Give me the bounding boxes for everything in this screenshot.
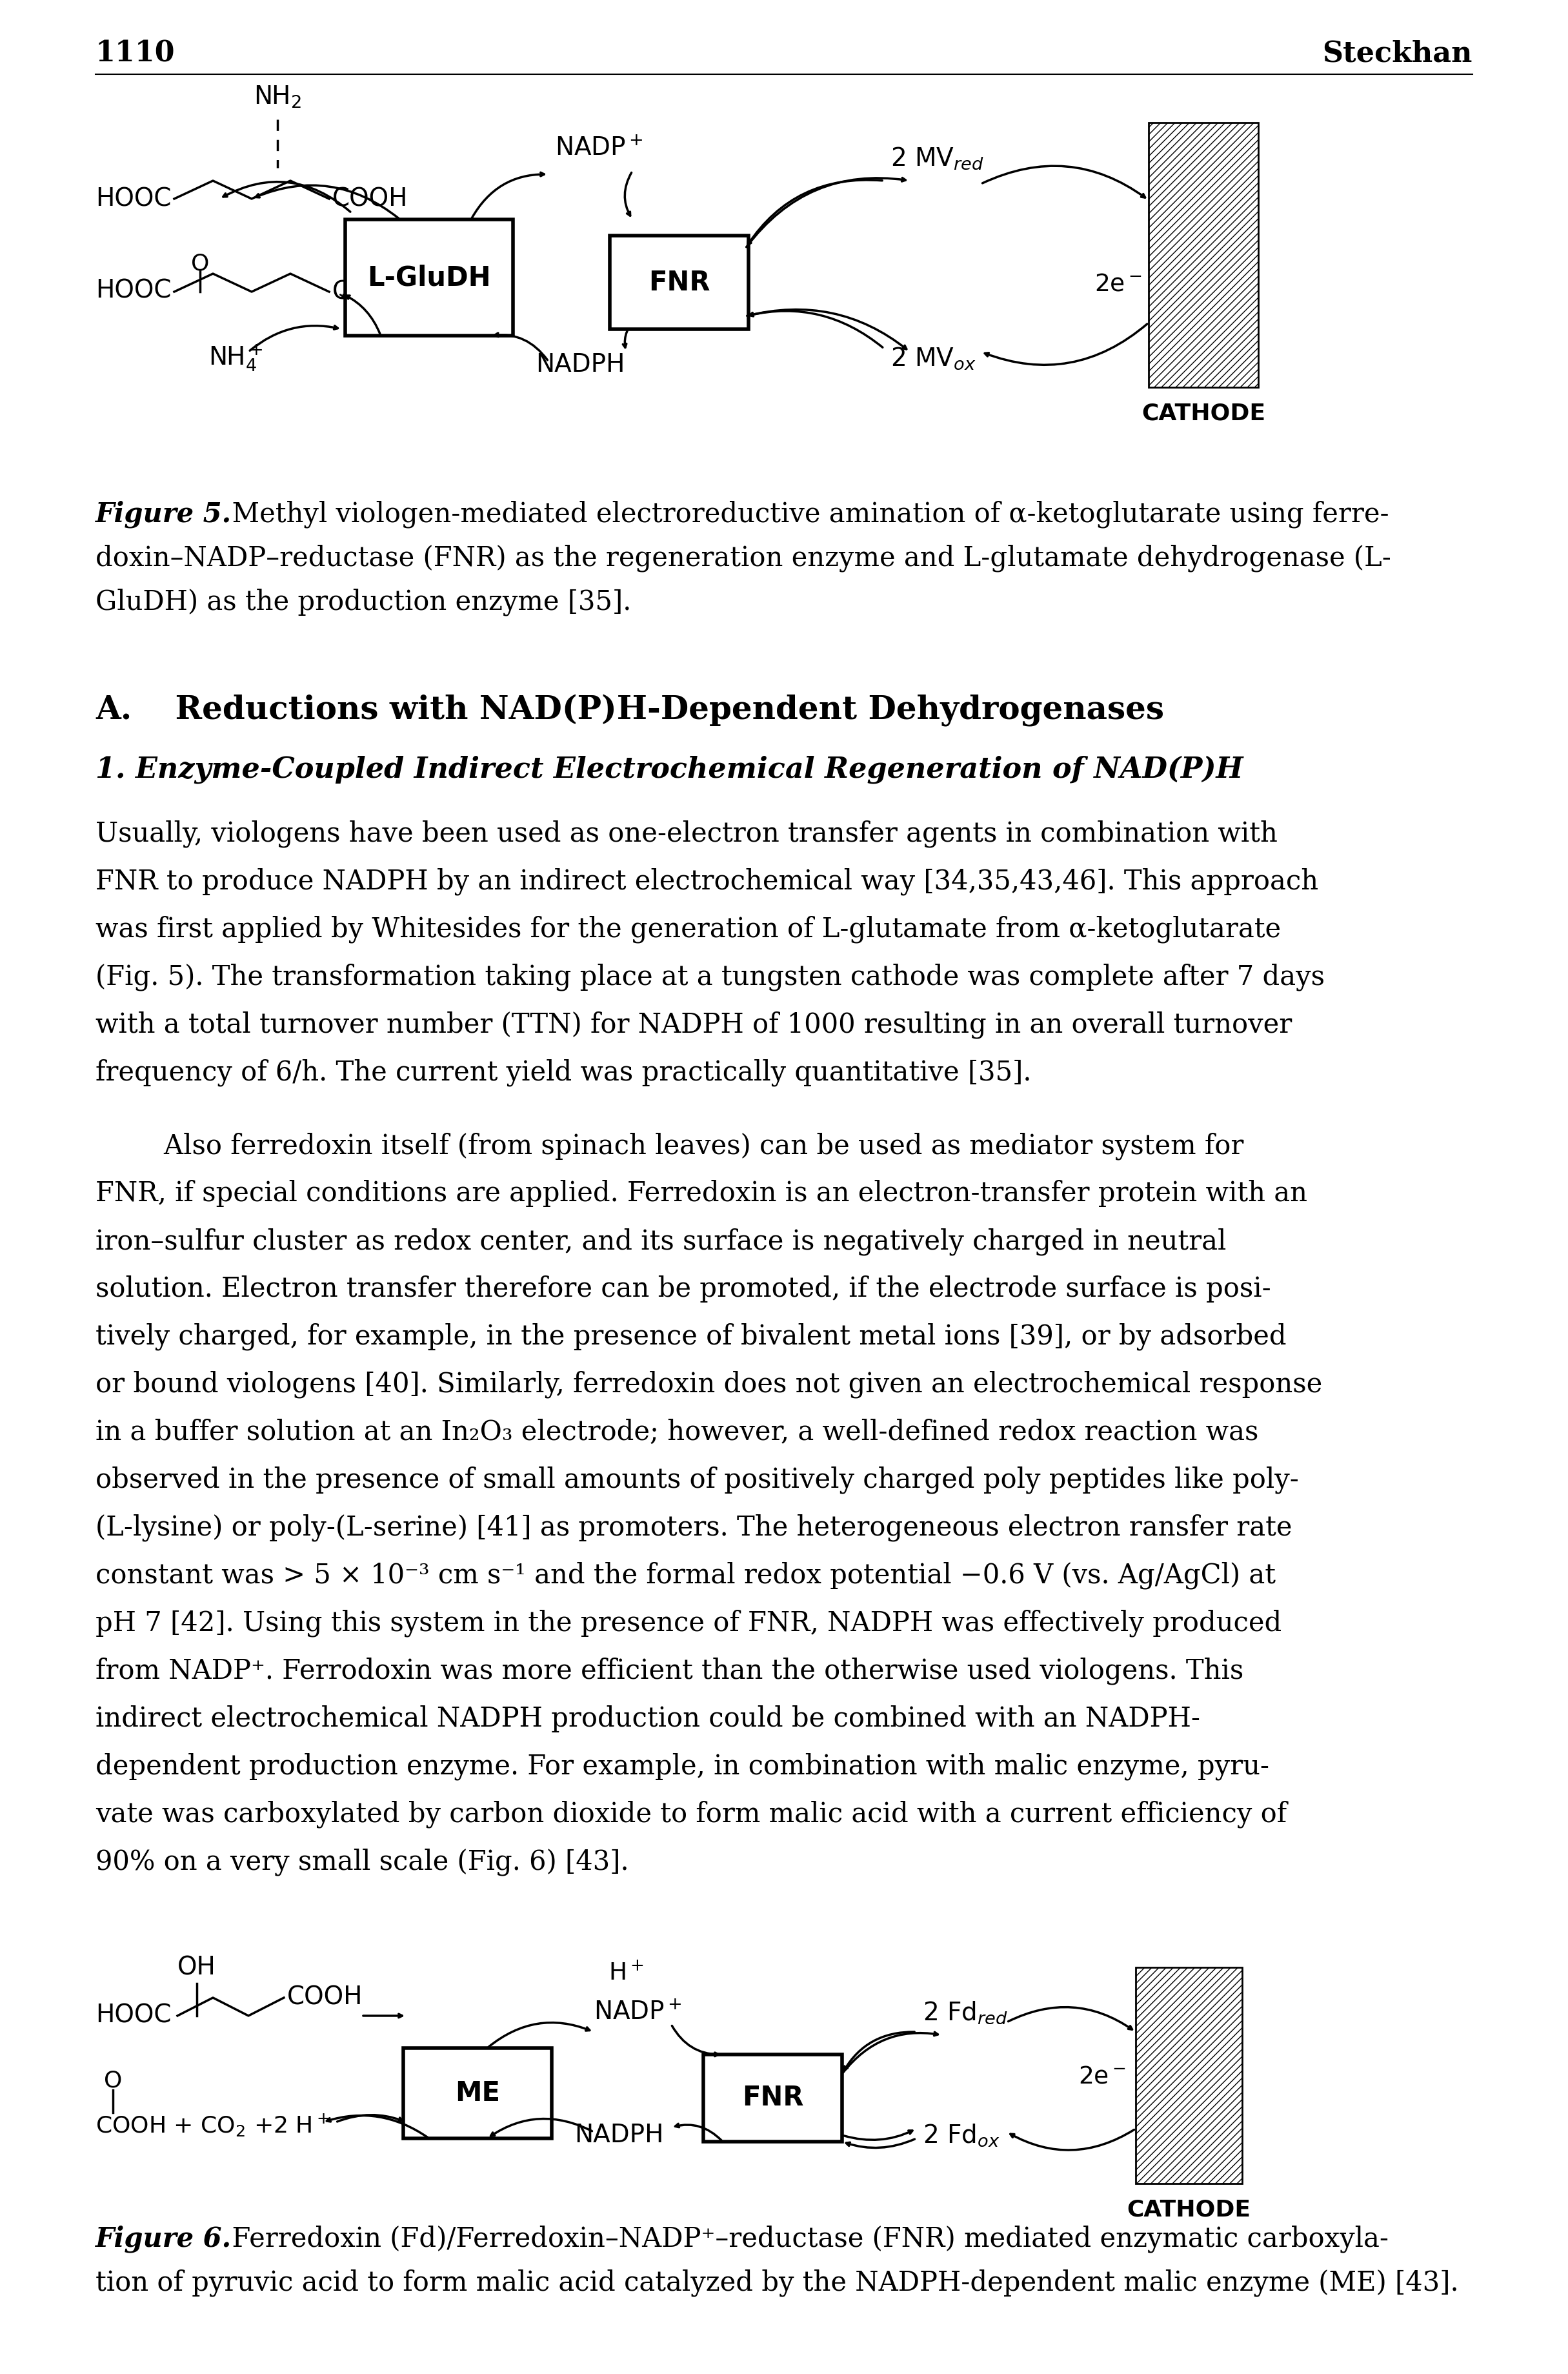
Text: NADP$^+$: NADP$^+$ bbox=[555, 135, 643, 161]
Text: 90% on a very small scale (Fig. 6) [43].: 90% on a very small scale (Fig. 6) [43]. bbox=[96, 1849, 629, 1875]
Text: NH$_4^+$: NH$_4^+$ bbox=[209, 344, 263, 373]
FancyBboxPatch shape bbox=[403, 2049, 552, 2139]
Text: L-GluDH: L-GluDH bbox=[367, 264, 491, 292]
Text: A.  Reductions with NAD(P)H-Dependent Dehydrogenases: A. Reductions with NAD(P)H-Dependent Deh… bbox=[96, 693, 1163, 726]
Text: NH$_2$: NH$_2$ bbox=[254, 85, 301, 109]
Text: CATHODE: CATHODE bbox=[1142, 401, 1265, 425]
Text: dependent production enzyme. For example, in combination with malic enzyme, pyru: dependent production enzyme. For example… bbox=[96, 1752, 1269, 1780]
Text: GluDH) as the production enzyme [35].: GluDH) as the production enzyme [35]. bbox=[96, 589, 632, 615]
Text: frequency of 6/h. The current yield was practically quantitative [35].: frequency of 6/h. The current yield was … bbox=[96, 1059, 1032, 1085]
Text: 2 Fd$_{ox}$: 2 Fd$_{ox}$ bbox=[922, 2122, 1000, 2148]
Text: NADP$^+$: NADP$^+$ bbox=[594, 2001, 682, 2025]
Text: HOOC: HOOC bbox=[96, 278, 171, 304]
Text: COOH: COOH bbox=[332, 280, 408, 304]
Text: H$^+$: H$^+$ bbox=[608, 1963, 643, 1985]
Text: HOOC: HOOC bbox=[96, 188, 171, 211]
Bar bbox=[1149, 123, 1258, 387]
Text: tively charged, for example, in the presence of bivalent metal ions [39], or by : tively charged, for example, in the pres… bbox=[96, 1322, 1286, 1351]
Text: 1110: 1110 bbox=[96, 40, 176, 66]
Text: O: O bbox=[103, 2070, 122, 2091]
Text: NADPH: NADPH bbox=[574, 2122, 663, 2148]
Text: ME: ME bbox=[455, 2080, 500, 2106]
Text: (Fig. 5). The transformation taking place at a tungsten cathode was complete aft: (Fig. 5). The transformation taking plac… bbox=[96, 964, 1325, 990]
Text: 2e$^-$: 2e$^-$ bbox=[1094, 273, 1142, 297]
Text: (L-lysine) or poly-(L-serine) [41] as promoters. The heterogeneous electron rans: (L-lysine) or poly-(L-serine) [41] as pr… bbox=[96, 1515, 1292, 1541]
Text: Figure 5.: Figure 5. bbox=[96, 501, 232, 527]
Bar bbox=[1135, 1968, 1242, 2184]
Text: vate was carboxylated by carbon dioxide to form malic acid with a current effici: vate was carboxylated by carbon dioxide … bbox=[96, 1802, 1287, 1828]
Text: O: O bbox=[191, 252, 209, 275]
Text: 2 MV$_{ox}$: 2 MV$_{ox}$ bbox=[891, 347, 975, 370]
Text: COOH + CO$_2$ +2 H$^+$: COOH + CO$_2$ +2 H$^+$ bbox=[96, 2113, 329, 2139]
Text: indirect electrochemical NADPH production could be combined with an NADPH-: indirect electrochemical NADPH productio… bbox=[96, 1705, 1200, 1733]
FancyBboxPatch shape bbox=[704, 2054, 842, 2141]
Text: FNR: FNR bbox=[742, 2084, 803, 2110]
Text: Methyl viologen-mediated electroreductive amination of α-ketoglutarate using fer: Methyl viologen-mediated electroreductiv… bbox=[215, 501, 1389, 527]
Text: solution. Electron transfer therefore can be promoted, if the electrode surface : solution. Electron transfer therefore ca… bbox=[96, 1275, 1272, 1303]
Text: in a buffer solution at an In₂O₃ electrode; however, a well-defined redox reacti: in a buffer solution at an In₂O₃ electro… bbox=[96, 1420, 1259, 1446]
Text: was first applied by Whitesides for the generation of L-glutamate from α-ketoglu: was first applied by Whitesides for the … bbox=[96, 916, 1281, 942]
Text: Ferredoxin (Fd)/Ferredoxin–NADP⁺–reductase (FNR) mediated enzymatic carboxyla-: Ferredoxin (Fd)/Ferredoxin–NADP⁺–reducta… bbox=[215, 2224, 1389, 2253]
Text: 2e$^-$: 2e$^-$ bbox=[1079, 2065, 1126, 2089]
Text: or bound viologens [40]. Similarly, ferredoxin does not given an electrochemical: or bound viologens [40]. Similarly, ferr… bbox=[96, 1370, 1322, 1398]
Text: FNR to produce NADPH by an indirect electrochemical way [34,35,43,46]. This appr: FNR to produce NADPH by an indirect elec… bbox=[96, 867, 1319, 895]
Text: FNR: FNR bbox=[648, 268, 710, 297]
Text: NADPH: NADPH bbox=[536, 351, 626, 377]
Text: observed in the presence of small amounts of positively charged poly peptides li: observed in the presence of small amount… bbox=[96, 1467, 1298, 1493]
Text: HOOC: HOOC bbox=[96, 2004, 171, 2027]
Text: doxin–NADP–reductase (FNR) as the regeneration enzyme and L-glutamate dehydrogen: doxin–NADP–reductase (FNR) as the regene… bbox=[96, 544, 1391, 572]
Text: iron–sulfur cluster as redox center, and its surface is negatively charged in ne: iron–sulfur cluster as redox center, and… bbox=[96, 1227, 1226, 1256]
FancyBboxPatch shape bbox=[345, 218, 513, 335]
FancyBboxPatch shape bbox=[610, 235, 748, 330]
Text: OH: OH bbox=[177, 1956, 216, 1980]
Text: FNR, if special conditions are applied. Ferredoxin is an electron-transfer prote: FNR, if special conditions are applied. … bbox=[96, 1180, 1308, 1206]
Text: pH 7 [42]. Using this system in the presence of FNR, NADPH was effectively produ: pH 7 [42]. Using this system in the pres… bbox=[96, 1610, 1281, 1638]
Text: COOH: COOH bbox=[287, 1985, 362, 2011]
Text: Usually, viologens have been used as one-electron transfer agents in combination: Usually, viologens have been used as one… bbox=[96, 819, 1278, 848]
Text: Figure 6.: Figure 6. bbox=[96, 2224, 232, 2253]
Text: Steckhan: Steckhan bbox=[1322, 40, 1472, 66]
Text: constant was > 5 × 10⁻³ cm s⁻¹ and the formal redox potential −0.6 V (vs. Ag/AgC: constant was > 5 × 10⁻³ cm s⁻¹ and the f… bbox=[96, 1562, 1276, 1591]
Text: tion of pyruvic acid to form malic acid catalyzed by the NADPH-dependent malic e: tion of pyruvic acid to form malic acid … bbox=[96, 2270, 1458, 2298]
Text: Also ferredoxin itself (from spinach leaves) can be used as mediator system for: Also ferredoxin itself (from spinach lea… bbox=[96, 1132, 1243, 1159]
Text: from NADP⁺. Ferrodoxin was more efficient than the otherwise used viologens. Thi: from NADP⁺. Ferrodoxin was more efficien… bbox=[96, 1657, 1243, 1686]
Text: 2 MV$_{red}$: 2 MV$_{red}$ bbox=[891, 145, 985, 171]
Text: 2 Fd$_{red}$: 2 Fd$_{red}$ bbox=[922, 1999, 1008, 2025]
Text: with a total turnover number (TTN) for NADPH of 1000 resulting in an overall tur: with a total turnover number (TTN) for N… bbox=[96, 1011, 1292, 1037]
Text: 1. Enzyme-Coupled Indirect Electrochemical Regeneration of NAD(P)H: 1. Enzyme-Coupled Indirect Electrochemic… bbox=[96, 755, 1243, 783]
Text: CATHODE: CATHODE bbox=[1127, 2198, 1251, 2220]
Text: COOH: COOH bbox=[332, 188, 408, 211]
